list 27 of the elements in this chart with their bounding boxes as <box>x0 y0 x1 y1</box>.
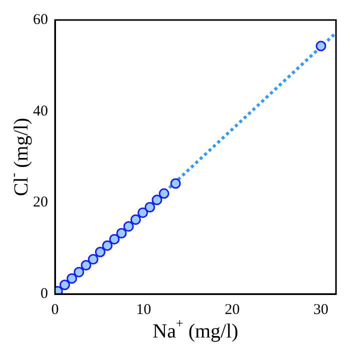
y-tick-label: 40 <box>33 103 48 120</box>
x-tick-label: 0 <box>51 302 59 318</box>
point <box>152 194 162 206</box>
y-tick-label: 20 <box>33 194 48 211</box>
point <box>88 254 98 265</box>
point <box>109 234 120 244</box>
point <box>60 280 70 290</box>
point <box>130 214 141 225</box>
point <box>123 221 134 232</box>
point <box>158 188 170 199</box>
y-axis-title: Cl- (mg/l) <box>5 118 32 196</box>
point <box>316 40 326 52</box>
point <box>94 246 106 258</box>
y-tick-label: 0 <box>40 286 48 302</box>
x-tick-label: 20 <box>224 302 240 318</box>
point <box>66 273 78 284</box>
point <box>170 178 181 189</box>
point <box>138 207 148 218</box>
x-axis-title: Na+ (mg/l) <box>152 315 238 342</box>
point <box>102 240 113 251</box>
point <box>74 266 84 278</box>
point <box>116 228 127 239</box>
point <box>80 260 92 270</box>
point <box>144 202 156 212</box>
x-tick-label: 10 <box>136 302 152 318</box>
y-tick-label: 60 <box>33 12 48 28</box>
x-tick-label: 30 <box>313 302 328 318</box>
